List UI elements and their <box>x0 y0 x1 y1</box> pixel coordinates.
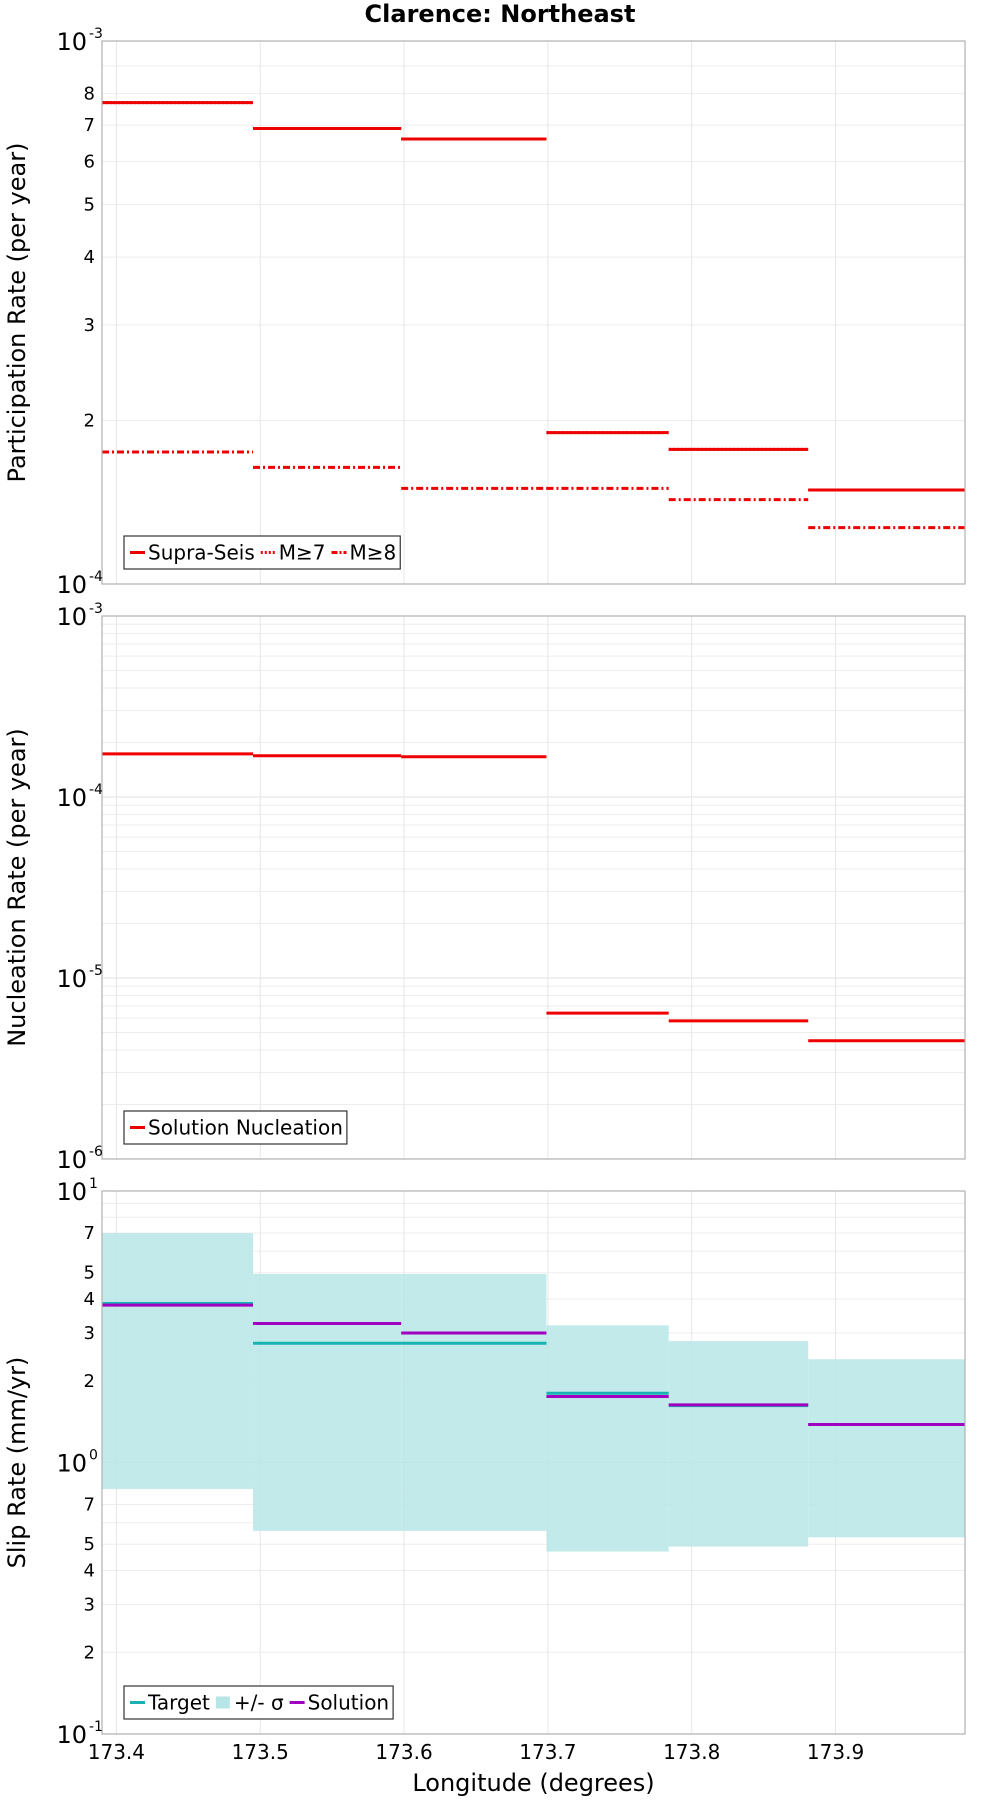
y-minor-tick-label: 8 <box>84 84 95 105</box>
legend-label: Target <box>147 1691 210 1715</box>
series-solution-nucleation <box>102 752 965 1043</box>
y-minor-tick-label: 4 <box>84 1289 95 1310</box>
y-minor-tick-label: 2 <box>84 1371 95 1392</box>
y-minor-tick-label: 5 <box>84 194 95 215</box>
legend-label: Solution Nucleation <box>148 1116 343 1140</box>
x-tick-label: 173.7 <box>519 1740 576 1764</box>
y-major-tick-label: 10 -6 <box>56 1144 103 1174</box>
legend-box <box>123 1110 348 1145</box>
sigma-band-segment <box>102 1233 254 1489</box>
plot-frame <box>101 40 966 585</box>
grid <box>102 616 965 1160</box>
legend-label: M≥8 <box>350 541 397 565</box>
y-axis-label: Participation Rate (per year) <box>3 143 31 483</box>
y-minor-tick-label: 4 <box>84 1561 95 1582</box>
y-minor-tick-label: 2 <box>84 1642 95 1663</box>
legend: Target +/- σ Solution <box>123 1685 394 1720</box>
y-minor-tick-label: 7 <box>84 1223 95 1244</box>
y-major-tick-label: 10 -4 <box>56 569 103 599</box>
y-major-tick-label: 10 -3 <box>56 601 103 631</box>
x-tick-label: 173.9 <box>807 1740 864 1764</box>
tick-exponent: -6 <box>89 1144 103 1160</box>
y-minor-tick-label: 7 <box>84 1495 95 1516</box>
y-major-tick-label: 10 1 <box>56 1176 97 1206</box>
series-m-8 <box>102 450 965 530</box>
legend: Solution Nucleation <box>123 1110 348 1145</box>
tick-base: 10 <box>56 28 87 56</box>
y-major-tick-label: 10 -4 <box>56 782 103 812</box>
series-solution <box>102 1303 965 1427</box>
plot-frame <box>101 1190 966 1735</box>
sigma-band-segment <box>808 1359 965 1538</box>
tick-base: 10 <box>56 1178 87 1206</box>
legend: Supra-Seis M≥7 M≥8 <box>123 535 401 570</box>
tick-base: 10 <box>56 1721 87 1749</box>
y-axis-label: Nucleation Rate (per year) <box>3 728 31 1047</box>
tick-base: 10 <box>56 1450 87 1478</box>
sigma-band-segment <box>401 1273 547 1531</box>
x-tick-label: 173.5 <box>232 1740 289 1764</box>
tick-base: 10 <box>56 784 87 812</box>
chart-title: Clarence: Northeast <box>365 0 636 28</box>
tick-base: 10 <box>56 965 87 993</box>
y-major-tick-label: 10 -5 <box>56 963 103 993</box>
y-minor-tick-label: 6 <box>84 151 95 172</box>
grid <box>102 41 965 585</box>
sigma-band <box>102 1233 965 1552</box>
x-axis-label: Longitude (degrees) <box>412 1769 654 1797</box>
tick-exponent: -5 <box>89 963 103 979</box>
plot-area <box>102 616 965 1159</box>
series-m-7 <box>102 101 965 492</box>
y-major-tick-label: 10 -3 <box>56 26 103 56</box>
tick-exponent: -3 <box>89 601 103 617</box>
tick-exponent: 1 <box>89 1176 98 1192</box>
legend-label: Supra-Seis <box>148 541 255 565</box>
tick-exponent: -1 <box>89 1719 103 1735</box>
sigma-band-segment <box>546 1325 669 1552</box>
x-tick-label: 173.6 <box>375 1740 432 1764</box>
sigma-band-segment <box>253 1273 402 1531</box>
tick-exponent: -3 <box>89 26 103 42</box>
y-axis-label: Slip Rate (mm/yr) <box>3 1357 31 1569</box>
tick-exponent: 0 <box>89 1448 98 1464</box>
legend-label: Solution <box>308 1691 389 1715</box>
tick-base: 10 <box>56 571 87 599</box>
legend-box <box>123 1685 394 1720</box>
plot-frame <box>101 615 966 1160</box>
y-minor-tick-label: 5 <box>84 1534 95 1555</box>
tick-exponent: -4 <box>89 782 103 798</box>
tick-base: 10 <box>56 603 87 631</box>
y-minor-tick-label: 4 <box>84 247 95 268</box>
y-minor-tick-label: 2 <box>84 411 95 432</box>
x-tick-label: 173.4 <box>88 1740 145 1764</box>
legend-swatch <box>215 1696 230 1709</box>
y-minor-tick-label: 3 <box>84 315 95 336</box>
y-minor-tick-label: 3 <box>84 1323 95 1344</box>
y-major-tick-label: 10 -1 <box>56 1719 103 1749</box>
y-major-tick-label: 10 0 <box>56 1448 97 1478</box>
legend-label: +/- σ <box>234 1691 284 1715</box>
y-minor-tick-label: 3 <box>84 1594 95 1615</box>
x-tick-label: 173.8 <box>663 1740 720 1764</box>
sigma-band-segment <box>668 1341 809 1547</box>
tick-base: 10 <box>56 1146 87 1174</box>
legend-label: M≥7 <box>279 541 326 565</box>
plot-area <box>102 41 965 584</box>
y-minor-tick-label: 5 <box>84 1263 95 1284</box>
y-minor-tick-label: 7 <box>84 115 95 136</box>
tick-exponent: -4 <box>89 569 103 585</box>
